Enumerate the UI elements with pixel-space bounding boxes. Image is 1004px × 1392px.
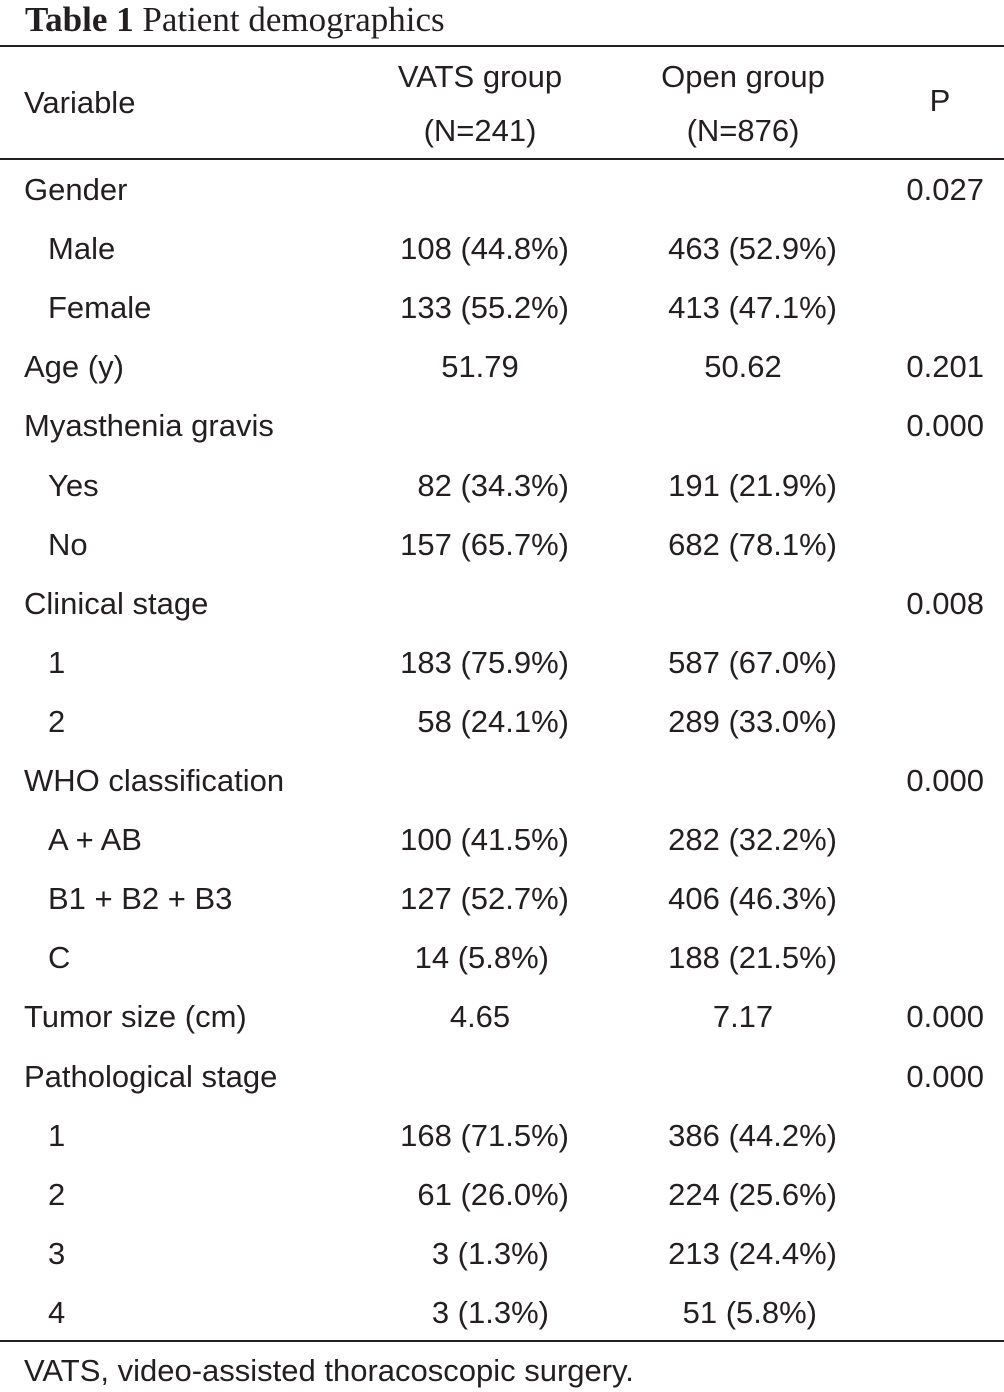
row-vats-value: 4.65 [449,999,511,1034]
row-vats-value: 51.79 [441,349,519,384]
row-p-value: 0.000 [906,763,984,798]
row-variable: WHO classification [24,763,285,798]
row-variable: No [48,527,88,562]
table-caption: Table 1 Patient demographics [25,0,445,40]
row-variable: 2 [48,704,66,739]
row-vats-value: 133 (55.2%) [400,290,569,325]
row-vats-value: 61 (26.0%) [417,1177,569,1212]
row-vats-value: 127 (52.7%) [400,881,569,916]
header-open-line1: Open group [661,59,825,94]
row-open-value: 50.62 [704,349,782,384]
row-vats-value: 58 (24.1%) [417,704,569,739]
row-p-value: 0.000 [906,1059,984,1094]
row-p-value: 0.008 [906,586,984,621]
bottom-rule [0,1340,1004,1342]
row-vats-value: 108 (44.8%) [400,231,569,266]
header-p: P [929,83,951,118]
row-open-value: 224 (25.6%) [668,1177,837,1212]
row-open-value: 213 (24.4%) [668,1236,837,1271]
table-label: Table 1 [25,0,134,39]
row-variable: A + AB [48,822,142,857]
row-variable: B1 + B2 + B3 [48,881,233,916]
row-variable: 1 [48,645,66,680]
row-variable: 3 [48,1236,66,1271]
row-open-value: 406 (46.3%) [668,881,837,916]
row-variable: 2 [48,1177,66,1212]
header-variable: Variable [24,85,136,120]
row-vats-value: 3 (1.3%) [431,1295,549,1330]
row-variable: Age (y) [24,349,124,384]
row-p-value: 0.201 [906,349,984,384]
row-variable: Female [48,290,152,325]
row-open-value: 51 (5.8%) [682,1295,817,1330]
row-p-value: 0.000 [906,999,984,1034]
row-open-value: 7.17 [712,999,774,1034]
row-vats-value: 100 (41.5%) [400,822,569,857]
row-p-value: 0.027 [906,172,984,207]
row-variable: C [48,940,71,975]
row-variable: Clinical stage [24,586,209,621]
row-open-value: 463 (52.9%) [668,231,837,266]
row-variable: Myasthenia gravis [24,408,274,443]
row-vats-value: 168 (71.5%) [400,1118,569,1153]
header-vats-line2: (N=241) [423,113,537,148]
table-footnote: VATS, video-assisted thoracoscopic surge… [24,1353,634,1388]
row-open-value: 188 (21.5%) [668,940,837,975]
row-vats-value: 82 (34.3%) [417,468,569,503]
row-vats-value: 14 (5.8%) [414,940,549,975]
row-variable: Tumor size (cm) [24,999,247,1034]
row-open-value: 413 (47.1%) [668,290,837,325]
row-p-value: 0.000 [906,408,984,443]
row-open-value: 191 (21.9%) [668,468,837,503]
row-variable: Gender [24,172,128,207]
header-vats-line1: VATS group [397,59,563,94]
row-variable: Yes [48,468,99,503]
row-open-value: 289 (33.0%) [668,704,837,739]
row-open-value: 587 (67.0%) [668,645,837,680]
row-variable: 4 [48,1295,66,1330]
row-vats-value: 183 (75.9%) [400,645,569,680]
row-open-value: 386 (44.2%) [668,1118,837,1153]
header-rule [0,158,1004,160]
row-variable: 1 [48,1118,66,1153]
row-open-value: 682 (78.1%) [668,527,837,562]
header-open-line2: (N=876) [686,113,800,148]
row-open-value: 282 (32.2%) [668,822,837,857]
row-variable: Male [48,231,116,266]
row-vats-value: 157 (65.7%) [400,527,569,562]
row-variable: Pathological stage [24,1059,278,1094]
row-vats-value: 3 (1.3%) [431,1236,549,1271]
top-rule [0,45,1004,47]
table-title: Patient demographics [142,0,445,39]
